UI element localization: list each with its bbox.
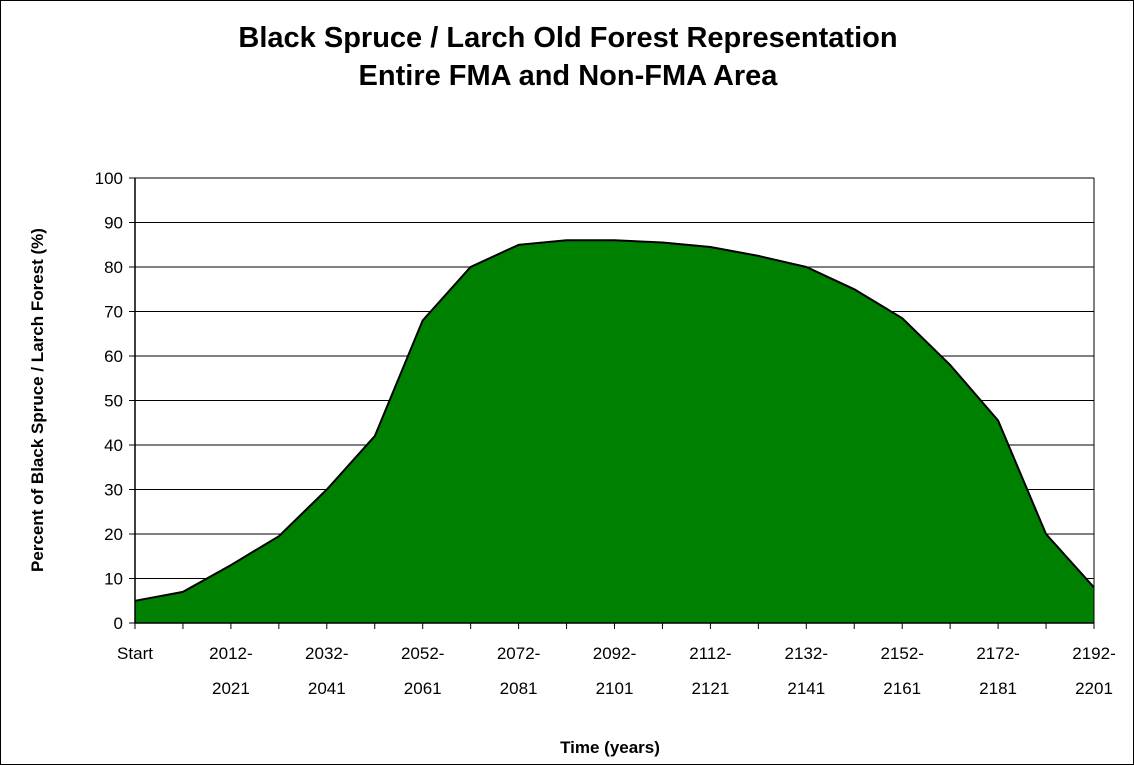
axes	[134, 177, 1095, 629]
x-tick-labels: Start 2012- 2021 2032- 2041 2052- 2061 2072- 208…	[117, 644, 1116, 698]
y-tick-label: 70	[104, 303, 123, 322]
x-tick-label: 2112-	[689, 644, 731, 663]
x-tick-label: 2072-	[497, 644, 540, 663]
x-tick-label-line2: 2101	[596, 679, 634, 698]
x-tick-label: 2152-	[880, 644, 923, 663]
y-tick-label: 90	[104, 214, 123, 233]
y-tick-label: 10	[104, 570, 123, 589]
x-tick-label: 2012-	[209, 644, 252, 663]
x-tick-label-line2: 2181	[979, 679, 1017, 698]
chart-title: Black Spruce / Larch Old Forest Represen…	[238, 22, 898, 54]
x-tick-label: 2052-	[401, 644, 444, 663]
y-tick-label: 50	[104, 392, 123, 411]
x-tick-label-line2: 2061	[404, 679, 442, 698]
y-tick-labels: 0 10 20 30 40 50 60 70 80 90 100	[95, 169, 123, 633]
x-tick-label: 2132-	[785, 644, 828, 663]
chart-subtitle: Entire FMA and Non-FMA Area	[358, 60, 778, 92]
x-tick-label: 2172-	[976, 644, 1019, 663]
y-axis-title: Percent of Black Spruce / Larch Forest (…	[28, 228, 47, 572]
y-tick-label: 80	[104, 258, 123, 277]
x-tick-label-line2: 2041	[308, 679, 346, 698]
x-tick-label-line2: 2161	[883, 679, 921, 698]
x-tick-label-line2: 2201	[1075, 679, 1113, 698]
x-tick-label-line2: 2081	[500, 679, 538, 698]
y-tick-label: 20	[104, 525, 123, 544]
x-tick-label: 2032-	[305, 644, 348, 663]
area-fill	[135, 240, 1094, 624]
y-tick-label: 60	[104, 347, 123, 366]
chart-title-block: Black Spruce / Larch Old Forest Represen…	[1, 19, 1133, 95]
y-tick-label: 30	[104, 481, 123, 500]
x-axis-title: Time (years)	[560, 738, 660, 757]
x-tick-label-line2: 2021	[212, 679, 250, 698]
x-tick-label: 2092-	[593, 644, 636, 663]
x-tick-label: 2192-	[1072, 644, 1115, 663]
x-tick-label-line2: 2141	[787, 679, 825, 698]
y-tick-label: 0	[114, 614, 123, 633]
x-tick-label: Start	[117, 644, 153, 663]
y-tick-label: 40	[104, 436, 123, 455]
plot-area	[134, 239, 1095, 624]
x-tick-label-line2: 2121	[691, 679, 729, 698]
y-tick-label: 100	[95, 169, 123, 188]
area-outline	[134, 239, 1095, 602]
